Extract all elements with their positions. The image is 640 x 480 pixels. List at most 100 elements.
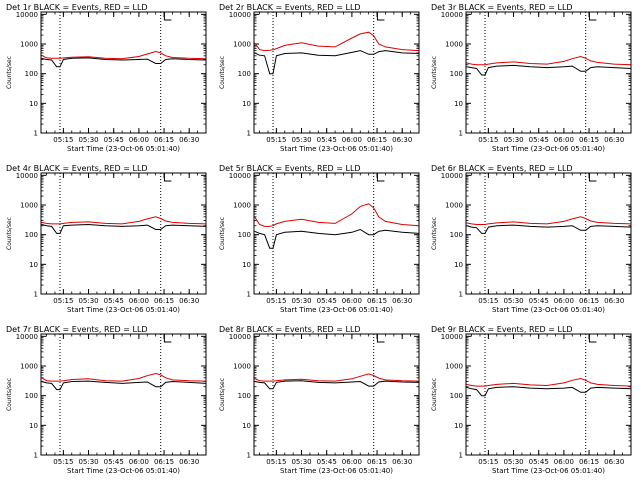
panel-det-2r: Det 2r BLACK = Events, RED = LLD 1 10 100 10…: [219, 3, 420, 153]
y-tick-label: 10: [242, 100, 251, 108]
y-tick-label: 10000: [441, 333, 463, 341]
x-tick-label: 05:30: [291, 297, 311, 305]
plot-frame: [253, 11, 420, 134]
y-tick-label: 10000: [441, 172, 463, 180]
y-tick-label: 10000: [16, 172, 38, 180]
x-tick-label: 05:45: [104, 297, 124, 305]
x-axis-label: Start Time (23-Oct-06 05:01:40): [67, 467, 180, 475]
panel-title: Det 5r BLACK = Events, RED = LLD: [219, 164, 361, 173]
bracket-mark: [163, 173, 172, 182]
series-lld-line: [466, 55, 632, 66]
plot-frame: [465, 333, 632, 456]
x-axis-label: Start Time (23-Oct-06 05:01:40): [280, 467, 393, 475]
x-tick-label: 05:45: [317, 458, 337, 466]
x-tick-label: 05:30: [291, 136, 311, 144]
y-tick-label: 10: [29, 422, 38, 430]
panel-title: Det 2r BLACK = Events, RED = LLD: [219, 3, 361, 12]
plot-frame: [465, 172, 632, 295]
series-lld-line: [41, 372, 207, 382]
panel-title: Det 9r BLACK = Events, RED = LLD: [431, 325, 573, 334]
x-axis-label: Start Time (23-Oct-06 05:01:40): [492, 306, 605, 314]
y-tick-label: 1000: [445, 202, 463, 210]
y-tick-label: 1: [459, 130, 463, 138]
bracket-mark: [163, 334, 172, 343]
x-tick-label: 05:30: [503, 458, 523, 466]
x-tick-label: 05:45: [104, 136, 124, 144]
y-tick-label: 10: [454, 422, 463, 430]
y-tick-label: 1000: [233, 363, 251, 371]
series-events-line: [41, 223, 207, 234]
y-tick-label: 1000: [445, 363, 463, 371]
y-axis-label: Counts/sec: [219, 378, 226, 411]
panel-title: Det 7r BLACK = Events, RED = LLD: [6, 325, 148, 334]
panel-det-1r: Det 1r BLACK = Events, RED = LLD 1 10 100 10…: [6, 3, 207, 153]
x-tick-label: 05:45: [317, 136, 337, 144]
series-events-line: [41, 380, 207, 391]
bracket-mark: [588, 12, 597, 21]
plot-frame: [40, 172, 207, 295]
x-tick-label: 06:15: [154, 458, 174, 466]
y-axis-label: Counts/sec: [431, 378, 438, 411]
x-axis-label: Start Time (23-Oct-06 05:01:40): [67, 306, 180, 314]
series-lld-line: [254, 31, 420, 52]
y-tick-label: 1: [34, 452, 38, 460]
series-lld-line: [466, 216, 632, 225]
x-tick-label: 05:30: [78, 136, 98, 144]
y-axis-label: Counts/sec: [219, 56, 226, 89]
x-tick-label: 05:15: [266, 297, 286, 305]
x-tick-label: 06:30: [604, 136, 624, 144]
panel-title: Det 3r BLACK = Events, RED = LLD: [431, 3, 573, 12]
y-tick-label: 10000: [229, 172, 251, 180]
series-lld-line: [254, 373, 420, 382]
y-tick-label: 10: [454, 100, 463, 108]
series-lld-line: [41, 216, 207, 225]
x-tick-label: 06:30: [392, 136, 412, 144]
plot-frame: [465, 11, 632, 134]
x-tick-label: 05:15: [53, 297, 73, 305]
series-events-line: [466, 224, 632, 234]
x-tick-label: 06:30: [179, 297, 199, 305]
x-tick-label: 05:45: [529, 458, 549, 466]
x-tick-label: 06:00: [129, 458, 149, 466]
y-tick-label: 1000: [445, 41, 463, 49]
y-tick-label: 1000: [20, 202, 38, 210]
series-lld-line: [254, 203, 420, 227]
x-tick-label: 06:15: [579, 297, 599, 305]
plot-frame: [253, 172, 420, 295]
y-axis-label: Counts/sec: [6, 378, 13, 411]
panel-det-4r: Det 4r BLACK = Events, RED = LLD 1 10 100 10…: [6, 164, 207, 314]
y-tick-label: 1000: [20, 41, 38, 49]
y-tick-label: 10: [454, 261, 463, 269]
x-tick-label: 06:15: [367, 297, 387, 305]
x-axis-label: Start Time (23-Oct-06 05:01:40): [492, 145, 605, 153]
x-tick-label: 05:15: [478, 458, 498, 466]
plot-frame: [40, 333, 207, 456]
x-tick-label: 05:45: [529, 136, 549, 144]
x-tick-label: 06:30: [604, 458, 624, 466]
y-tick-label: 1000: [233, 41, 251, 49]
y-tick-label: 10000: [229, 11, 251, 19]
x-tick-label: 05:15: [478, 297, 498, 305]
y-tick-label: 100: [238, 70, 251, 78]
x-tick-label: 06:15: [367, 136, 387, 144]
y-tick-label: 10: [29, 261, 38, 269]
panel-det-3r: Det 3r BLACK = Events, RED = LLD 1 10 100 10…: [431, 3, 632, 153]
series-events-line: [254, 50, 420, 75]
series-events-line: [41, 57, 207, 68]
plot-frame: [40, 11, 207, 134]
x-tick-label: 06:00: [554, 458, 574, 466]
x-tick-label: 06:00: [342, 297, 362, 305]
x-tick-label: 06:00: [129, 297, 149, 305]
x-tick-label: 05:30: [78, 458, 98, 466]
y-axis-label: Counts/sec: [6, 217, 13, 250]
panel-det-5r: Det 5r BLACK = Events, RED = LLD 1 10 100 10…: [219, 164, 420, 314]
y-tick-label: 100: [25, 231, 38, 239]
x-tick-label: 05:15: [478, 136, 498, 144]
x-tick-label: 06:00: [342, 136, 362, 144]
x-tick-label: 05:30: [291, 458, 311, 466]
y-tick-label: 10: [242, 261, 251, 269]
bracket-mark: [163, 12, 172, 21]
x-tick-label: 05:15: [53, 458, 73, 466]
bracket-mark: [588, 334, 597, 343]
y-tick-label: 100: [238, 231, 251, 239]
